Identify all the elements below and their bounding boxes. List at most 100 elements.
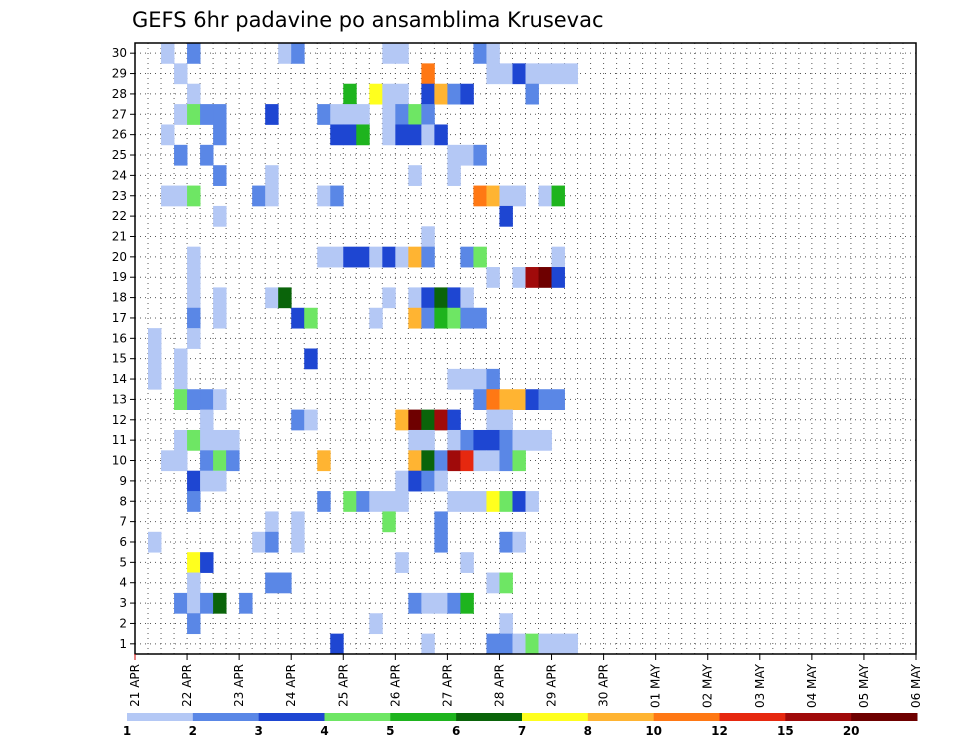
heatmap-cell [486,185,500,207]
heatmap-cell [473,491,487,512]
heatmap-cell [408,470,422,492]
heatmap-cell [486,491,500,512]
heatmap-cell [499,613,513,635]
y-tick-label: 13 [112,392,127,406]
heatmap-cell [343,491,357,512]
colorbar-label: 5 [386,724,394,738]
heatmap-cell [187,429,201,451]
heatmap-cell [512,633,526,655]
y-tick-label: 1 [119,637,127,651]
heatmap-cell [369,83,383,105]
heatmap-cell [343,246,357,268]
heatmap-cell [330,185,344,207]
y-tick-label: 30 [112,46,127,60]
heatmap-cell [473,185,487,207]
heatmap-cells [148,43,578,655]
colorbar-swatch [522,713,589,721]
heatmap-cell [538,389,552,410]
heatmap-cell [239,592,253,614]
heatmap-cell [382,491,396,512]
grid-lines [135,43,916,654]
heatmap-cell [408,409,422,431]
heatmap-cell [512,185,526,207]
x-tick-label: 29 APR [545,664,559,707]
heatmap-cell [564,63,578,85]
heatmap-cell [148,328,162,349]
heatmap-cell [148,348,162,370]
heatmap-cell [525,267,539,288]
heatmap-cell [291,43,305,64]
colorbar-swatch [127,713,194,721]
y-tick-label: 21 [112,229,127,243]
y-tick-label: 8 [119,494,127,508]
heatmap-cell [174,368,188,390]
heatmap-cell [226,429,240,451]
y-tick-label: 24 [112,168,127,182]
heatmap-cell [356,491,370,512]
colorbar-swatch [587,713,655,721]
y-tick-label: 18 [112,291,127,305]
x-tick-label: 02 MAY [701,663,715,708]
heatmap-cell [421,470,435,492]
heatmap-cell [408,307,422,329]
heatmap-cell [421,104,435,125]
x-tick-label: 01 MAY [649,663,663,708]
heatmap-cell [200,389,214,410]
y-tick-label: 27 [112,107,127,121]
y-tick-label: 20 [112,250,127,264]
heatmap-cell [460,592,474,614]
heatmap-cell [278,287,292,309]
heatmap-cell [447,409,461,431]
y-tick-label: 7 [119,515,127,529]
heatmap-cell [187,389,201,410]
heatmap-cell [460,552,474,573]
heatmap-cell [499,572,513,594]
heatmap-cell [148,368,162,390]
heatmap-cell [525,83,539,105]
heatmap-cell [473,307,487,329]
heatmap-cell [369,613,383,635]
heatmap-cell [499,185,513,207]
heatmap-cell [304,409,318,431]
heatmap-cell [512,531,526,553]
heatmap-cell [421,246,435,268]
y-tick-label: 29 [112,67,127,81]
heatmap-cell [499,389,513,410]
heatmap-cell [330,124,344,146]
heatmap-cell [460,450,474,472]
y-tick-label: 3 [119,596,127,610]
heatmap-cell [382,104,396,125]
y-tick-label: 16 [112,331,127,345]
heatmap-cell [473,368,487,390]
x-tick-label: 24 APR [284,664,298,707]
heatmap-cell [343,104,357,125]
heatmap-cell [330,633,344,655]
heatmap-cell [447,83,461,105]
heatmap-cell [408,450,422,472]
heatmap-cell [434,511,448,533]
heatmap-cell [460,491,474,512]
heatmap-cell [421,226,435,248]
heatmap-cell [460,368,474,390]
heatmap-cell [200,144,214,166]
heatmap-cell [395,124,409,146]
heatmap-cell [278,572,292,594]
heatmap-cell [447,144,461,166]
heatmap-cell [187,83,201,105]
heatmap-cell [525,491,539,512]
heatmap-cell [187,552,201,573]
heatmap-cell [187,104,201,125]
y-tick-label: 5 [119,555,127,569]
heatmap-cell [473,389,487,410]
heatmap-cell [252,185,266,207]
heatmap-cell [317,450,331,472]
heatmap-cell [382,246,396,268]
heatmap-cell [161,185,175,207]
x-tick-label: 06 MAY [909,663,923,708]
x-tick-label: 28 APR [493,664,507,707]
heatmap-cell [369,246,383,268]
heatmap-cell [187,307,201,329]
heatmap-cell [421,287,435,309]
x-axis: 21 APR 22 APR 23 APR 24 APR 25 APR 26 APR 27 A… [128,654,923,708]
colorbar-label: 15 [777,724,794,738]
